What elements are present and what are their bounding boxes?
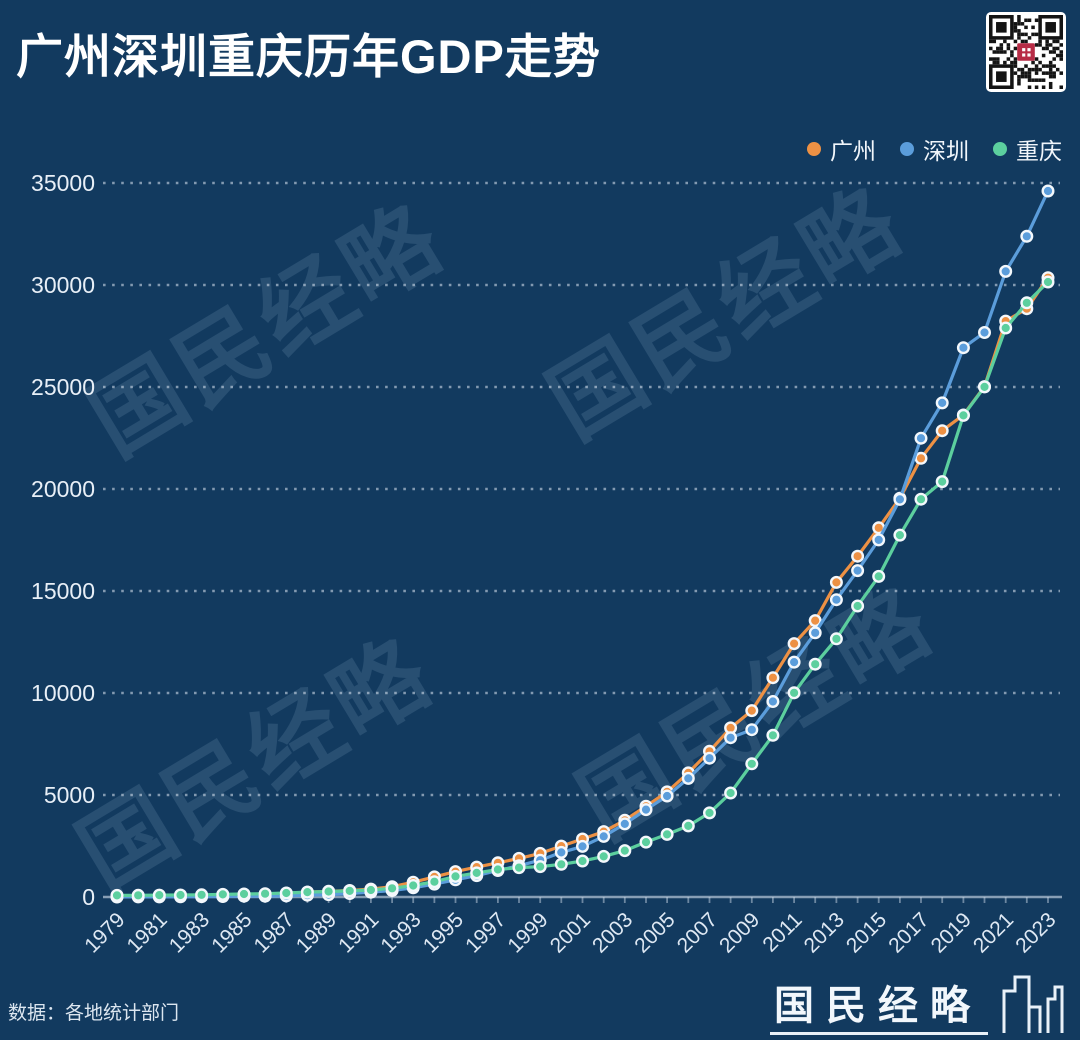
svg-text:30000: 30000 (31, 272, 95, 298)
qr-code (986, 12, 1066, 92)
data-source-note: 数据：各地统计部门 (8, 1003, 180, 1024)
svg-text:15000: 15000 (31, 578, 95, 604)
brand-logo: 国民经略 (770, 973, 1066, 1035)
svg-text:2011: 2011 (758, 908, 806, 956)
svg-text:1995: 1995 (419, 908, 468, 957)
legend-item-shenzhen: 深圳 (900, 132, 969, 166)
buildings-icon (1002, 975, 1064, 1033)
svg-text:35000: 35000 (31, 170, 95, 196)
svg-text:1987: 1987 (250, 908, 299, 957)
legend-label: 重庆 (1016, 138, 1062, 164)
svg-text:2007: 2007 (673, 908, 722, 957)
svg-text:1983: 1983 (165, 908, 214, 957)
brand-name: 国民经略 (770, 986, 988, 1035)
svg-text:1981: 1981 (123, 908, 172, 957)
qr-code-pattern (989, 15, 1063, 89)
svg-text:1997: 1997 (461, 908, 510, 957)
legend-item-guangzhou: 广州 (807, 132, 876, 166)
svg-text:2023: 2023 (1011, 908, 1060, 957)
svg-text:1991: 1991 (334, 908, 383, 957)
svg-text:5000: 5000 (44, 782, 95, 808)
legend-label: 广州 (830, 138, 876, 164)
shenzhen-dot-icon (900, 142, 914, 156)
chart-legend: 广州 深圳 重庆 (807, 132, 1062, 166)
svg-text:2017: 2017 (884, 908, 933, 957)
svg-text:2019: 2019 (927, 908, 976, 957)
svg-text:1993: 1993 (376, 908, 425, 957)
page-title: 广州深圳重庆历年GDP走势 (16, 30, 601, 83)
svg-text:20000: 20000 (31, 476, 95, 502)
svg-text:2021: 2021 (969, 908, 1018, 957)
svg-text:2015: 2015 (842, 908, 891, 957)
svg-text:10000: 10000 (31, 680, 95, 706)
svg-text:0: 0 (82, 884, 95, 910)
svg-text:1989: 1989 (292, 908, 341, 957)
legend-item-chongqing: 重庆 (993, 132, 1062, 166)
svg-text:2013: 2013 (800, 908, 849, 957)
svg-text:2001: 2001 (546, 908, 595, 957)
svg-text:1979: 1979 (80, 908, 129, 957)
legend-label: 深圳 (923, 138, 969, 164)
chongqing-dot-icon (993, 142, 1007, 156)
guangzhou-dot-icon (807, 142, 821, 156)
svg-text:2003: 2003 (588, 908, 637, 957)
svg-text:2009: 2009 (715, 908, 764, 957)
svg-text:25000: 25000 (31, 374, 95, 400)
svg-text:1999: 1999 (503, 908, 552, 957)
svg-text:2005: 2005 (630, 908, 679, 957)
svg-text:1985: 1985 (207, 908, 256, 957)
